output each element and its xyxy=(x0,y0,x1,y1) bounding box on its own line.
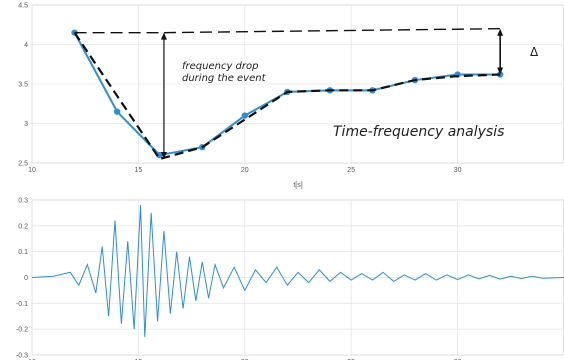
bottom-gridlines xyxy=(31,199,564,356)
frequency-chart: 2.5 3 3.5 4 4.5 10 15 20 25 30 t[s] frequency dr… xyxy=(18,3,564,189)
top-y-tick-label: 4 xyxy=(24,42,28,49)
frequency-data-point xyxy=(113,108,121,115)
frequency-data-point xyxy=(156,151,163,159)
time-frequency-analysis-label: Time-frequency analysis xyxy=(333,124,504,140)
top-x-tick-label: 20 xyxy=(241,167,249,174)
top-y-tick-label: 3 xyxy=(24,121,28,128)
frequency-drop-arrowhead-bottom xyxy=(160,152,167,160)
frequency-data-point xyxy=(241,112,248,119)
signal-series-line xyxy=(31,205,564,337)
top-y-tick-label: 3.5 xyxy=(18,82,28,89)
frequency-drop-label-line1: frequency drop xyxy=(182,61,258,72)
top-x-tick-label: 10 xyxy=(28,167,36,174)
delta-arrowhead-top xyxy=(497,28,504,36)
bot-y-tick-label: 0.2 xyxy=(18,223,28,230)
top-gridlines xyxy=(31,4,564,164)
top-x-tick-label: 30 xyxy=(454,167,462,174)
dashed-fit-line xyxy=(73,32,501,161)
top-y-tick-label: 4.5 xyxy=(18,3,28,10)
top-x-tick-label: 15 xyxy=(135,167,143,174)
delta-arrowhead-bottom xyxy=(497,67,504,75)
bot-y-tick-label: -0.1 xyxy=(16,301,28,308)
frequency-drop-label-line2: during the event xyxy=(182,73,267,84)
top-x-tick-label: 25 xyxy=(347,167,355,174)
bot-y-tick-label: 0.3 xyxy=(18,198,28,205)
bot-y-tick-label: 0.1 xyxy=(18,249,28,256)
delta-symbol: Δ xyxy=(530,45,539,59)
bot-y-tick-label: -0.2 xyxy=(16,327,28,334)
delta-reference-dashed-line xyxy=(163,28,501,34)
top-y-tick-label: 2.5 xyxy=(18,161,28,168)
bot-y-tick-label: 0 xyxy=(24,275,28,282)
top-y-ticks: 2.5 3 3.5 4 4.5 xyxy=(18,3,28,168)
top-x-ticks: 10 15 20 25 30 xyxy=(28,167,461,174)
bottom-y-ticks: -0.3 -0.2 -0.1 0 0.1 0.2 0.3 xyxy=(16,198,28,360)
bot-y-tick-label: -0.3 xyxy=(16,353,28,360)
top-x-axis-label: t[s] xyxy=(293,182,302,189)
frequency-drop-arrowhead-top xyxy=(160,32,167,40)
